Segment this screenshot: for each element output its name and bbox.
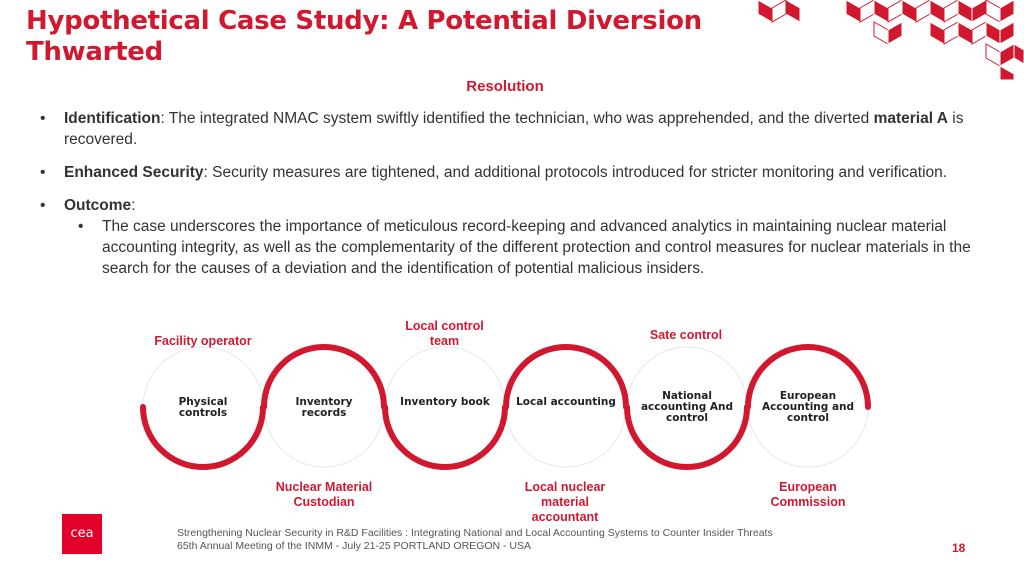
- bullet-text: : Security measures are tightened, and a…: [203, 164, 948, 181]
- node-local-accounting: Local accounting: [516, 396, 616, 408]
- bullet-outcome: • Outcome: • The case underscores the im…: [36, 195, 986, 279]
- footer-line-1: Strengthening Nuclear Security in R&D Fa…: [177, 527, 773, 539]
- bullet-bold: Outcome: [64, 197, 132, 214]
- bullet-list: • Identification: The integrated NMAC sy…: [36, 108, 986, 291]
- bullet-bold-2: material A: [873, 110, 948, 127]
- bullet-text-2: is recovered.: [64, 110, 964, 148]
- bullet-enhanced-security: • Enhanced Security: Security measures a…: [36, 162, 986, 183]
- slide-subtitle: Resolution: [466, 78, 544, 95]
- page-number: 18: [952, 541, 966, 555]
- bullet-text: :: [131, 197, 136, 214]
- node-physical-controls: Physical controls: [178, 396, 228, 419]
- label-facility-operator: Facility operator: [154, 334, 252, 348]
- red-arc: [382, 404, 508, 470]
- red-arc: [745, 344, 871, 410]
- red-arc: [261, 344, 387, 410]
- red-arc: [140, 404, 266, 470]
- bullet-text: : The integrated NMAC system swiftly ide…: [160, 110, 874, 127]
- node-european-accounting: European Accounting and control: [761, 390, 855, 424]
- slide-title: Hypothetical Case Study: A Potential Div…: [26, 6, 702, 67]
- bullet-bold: Enhanced Security: [64, 164, 204, 181]
- bullet-identification: • Identification: The integrated NMAC sy…: [36, 108, 986, 150]
- node-inventory-book: Inventory book: [400, 396, 490, 408]
- sub-bullet-dot: •: [78, 218, 84, 235]
- bullet-bold: Identification: [64, 110, 161, 127]
- label-local-control-team: Local control team: [405, 319, 484, 348]
- label-state-control: Sate control: [649, 328, 723, 342]
- sub-bullet: • The case underscores the importance of…: [64, 216, 986, 279]
- node-inventory-records: Inventory records: [295, 396, 353, 419]
- red-arc: [503, 344, 629, 410]
- label-european-commission: European Commission: [770, 480, 846, 509]
- red-arc: [624, 404, 750, 470]
- footer-line-2: 65th Annual Meeting of the INMM - July 2…: [177, 540, 532, 552]
- label-nuclear-material-custodian: Nuclear Material Custodian: [275, 480, 373, 509]
- sub-bullet-text: The case underscores the importance of m…: [102, 218, 971, 277]
- bullet-dot: •: [40, 197, 46, 214]
- bullet-dot: •: [40, 110, 46, 127]
- footer: Strengthening Nuclear Security in R&D Fa…: [177, 527, 773, 553]
- decorative-cubes: [757, 0, 1024, 80]
- bullet-dot: •: [40, 164, 46, 181]
- label-local-nuclear-material-accountant: Local nuclear material accountant: [524, 480, 606, 524]
- cea-logo: cea: [62, 514, 102, 554]
- node-national-accounting: National accounting And control: [640, 390, 734, 424]
